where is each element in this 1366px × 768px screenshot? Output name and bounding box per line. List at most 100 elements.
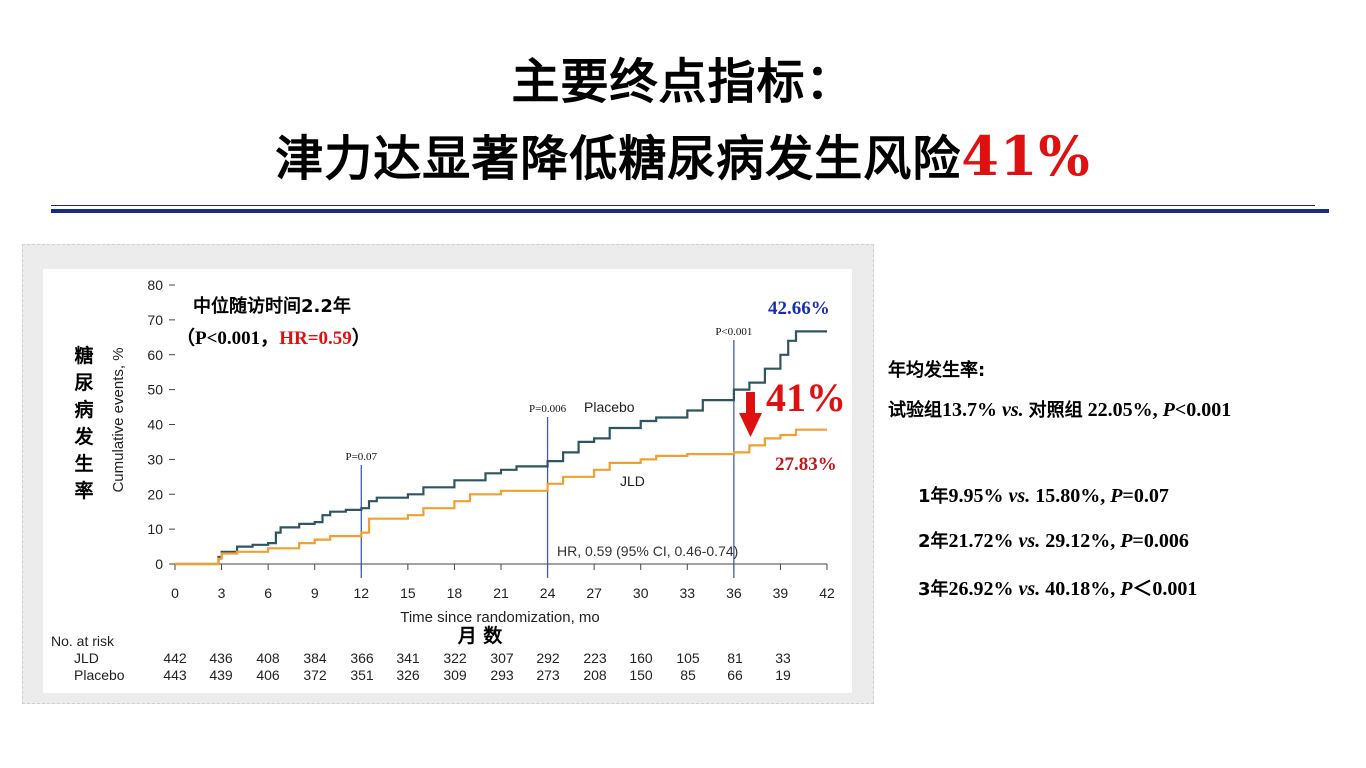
risk-cell: 33 xyxy=(775,650,791,666)
placebo-end-percent: 42.66% xyxy=(768,298,830,319)
risk-table-rows: JLD 442 436 408 384 366 341 322 307 292 223 160 105 8… xyxy=(74,650,791,683)
trial-value: 26.92% xyxy=(948,578,1014,600)
year-label: 1年 xyxy=(918,486,949,507)
hr-ci-label: HR, 0.59 (95% CI, 0.46-0.74) xyxy=(557,543,738,559)
control-value: 40.18%, xyxy=(1045,578,1121,600)
risk-cell: 408 xyxy=(256,650,280,666)
down-arrow-icon xyxy=(739,392,762,437)
risk-cell: 85 xyxy=(680,667,696,683)
vs-label: vs. xyxy=(1003,485,1036,507)
vline-group: P=0.07 P=0.006 P<0.001 xyxy=(345,326,752,578)
x-axis-label: Time since randomization, mo xyxy=(400,609,600,626)
control-group-label: 对照组 xyxy=(1028,400,1083,421)
x-tick-label: 18 xyxy=(447,585,463,601)
risk-cell: 439 xyxy=(209,667,233,683)
divider-thin xyxy=(51,205,1315,206)
y-tick-label: 20 xyxy=(147,486,163,502)
annual-rate-line: 试验组13.7% vs. 对照组 22.05%, P<0.001 xyxy=(888,396,1231,422)
curve-group xyxy=(175,330,827,566)
x-tick-label: 33 xyxy=(679,585,695,601)
trial-value: 21.72% xyxy=(948,530,1014,552)
overall-stats-label: （P<0.001，HR=0.59） xyxy=(176,326,371,349)
p-label: P xyxy=(1120,578,1133,600)
jld-curve xyxy=(175,428,827,566)
y-tick-label: 50 xyxy=(147,382,163,398)
stats-close: ） xyxy=(352,326,371,349)
chart-area xyxy=(43,269,852,693)
y-axis-label: Cumulative events, % xyxy=(110,347,127,492)
x-tick-label: 12 xyxy=(353,585,369,601)
risk-cell: 160 xyxy=(629,650,653,666)
x-tick-label: 39 xyxy=(773,585,789,601)
risk-cell: 372 xyxy=(303,667,327,683)
x-tick-label: 0 xyxy=(171,585,179,601)
risk-cell: 309 xyxy=(443,667,467,683)
risk-cell: 105 xyxy=(676,650,700,666)
risk-cell: 351 xyxy=(350,667,374,683)
y-tick-label: 0 xyxy=(155,556,163,572)
yearly-rate-line: 3年26.92% vs. 40.18%, P＜0.001 xyxy=(918,572,1197,601)
risk-cell: 273 xyxy=(536,667,560,683)
title-percent: 41% xyxy=(961,124,1091,188)
title-text: 津力达显著降低糖尿病发生风险 xyxy=(275,131,962,187)
x-tick-label: 21 xyxy=(493,585,509,601)
y-axis-label-char: 糖 xyxy=(74,344,93,367)
risk-cell: 326 xyxy=(396,667,420,683)
slide-title-line2: 津力达显著降低糖尿病发生风险41% xyxy=(0,126,1366,189)
x-tick-label: 42 xyxy=(819,585,835,601)
y-axis-label-char: 发 xyxy=(73,425,94,448)
y-axis-label-char: 率 xyxy=(74,479,93,502)
reduction-percent: 41% xyxy=(766,375,846,420)
risk-cell: 384 xyxy=(303,650,327,666)
placebo-curve xyxy=(175,330,827,566)
risk-cell: 341 xyxy=(396,650,420,666)
x-tick-label: 15 xyxy=(400,585,416,601)
trial-value: 9.95% xyxy=(948,485,1004,507)
vs-label: vs. xyxy=(1013,578,1046,600)
risk-cell: 150 xyxy=(629,667,653,683)
risk-cell: 442 xyxy=(163,650,187,666)
risk-cell: 292 xyxy=(536,650,560,666)
y-tick-label: 60 xyxy=(147,347,163,363)
p-label: P xyxy=(1110,485,1123,507)
slide-title-line1: 主要终点指标： xyxy=(511,54,855,110)
yearly-rate-line: 2年21.72% vs. 29.12%, P=0.006 xyxy=(918,527,1189,553)
risk-cell: 322 xyxy=(443,650,467,666)
trial-group-value: 13.7% xyxy=(942,399,997,421)
risk-cell: 223 xyxy=(583,650,607,666)
risk-cell: 436 xyxy=(209,650,233,666)
trial-group-label: 试验组 xyxy=(888,400,942,421)
risk-cell: 366 xyxy=(350,650,374,666)
x-tick-label: 6 xyxy=(264,585,272,601)
hr-value: HR=0.59 xyxy=(279,328,352,349)
risk-cell: 307 xyxy=(490,650,514,666)
x-tick-label: 36 xyxy=(726,585,742,601)
risk-cell: 66 xyxy=(727,667,743,683)
risk-table-header: No. at risk xyxy=(51,633,115,649)
risk-cell: 406 xyxy=(256,667,280,683)
p-value-label: P=0.07 xyxy=(345,451,377,463)
placebo-series-label: Placebo xyxy=(584,399,635,415)
x-tick-label: 30 xyxy=(633,585,649,601)
control-value: 29.12%, xyxy=(1045,530,1121,552)
risk-cell: 443 xyxy=(163,667,187,683)
y-tick-label: 40 xyxy=(147,417,163,433)
y-axis-label-char: 尿 xyxy=(74,372,93,394)
vs-label: vs. xyxy=(1002,399,1024,421)
y-tick-label: 80 xyxy=(147,277,163,293)
y-axis-label-char: 生 xyxy=(74,452,93,475)
yearly-rate-line: 1年9.95% vs. 15.80%, P=0.07 xyxy=(918,482,1169,508)
y-axis-label-char: 病 xyxy=(74,398,93,421)
risk-row-name: Placebo xyxy=(74,667,125,683)
x-tick-label: 27 xyxy=(586,585,602,601)
p-value-label: P<0.001 xyxy=(715,326,752,338)
x-tick-group: 0 3 6 9 12 15 18 21 24 27 30 33 36 39 42 xyxy=(171,564,835,601)
jld-end-percent: 27.83% xyxy=(775,454,837,475)
p-value: ＜0.001 xyxy=(1132,578,1198,600)
stats-open: （P<0.001， xyxy=(176,326,279,349)
p-value: =0.006 xyxy=(1132,530,1189,552)
y-tick-label: 30 xyxy=(147,451,163,467)
jld-series-label: JLD xyxy=(620,473,645,489)
year-label: 3年 xyxy=(918,579,949,600)
